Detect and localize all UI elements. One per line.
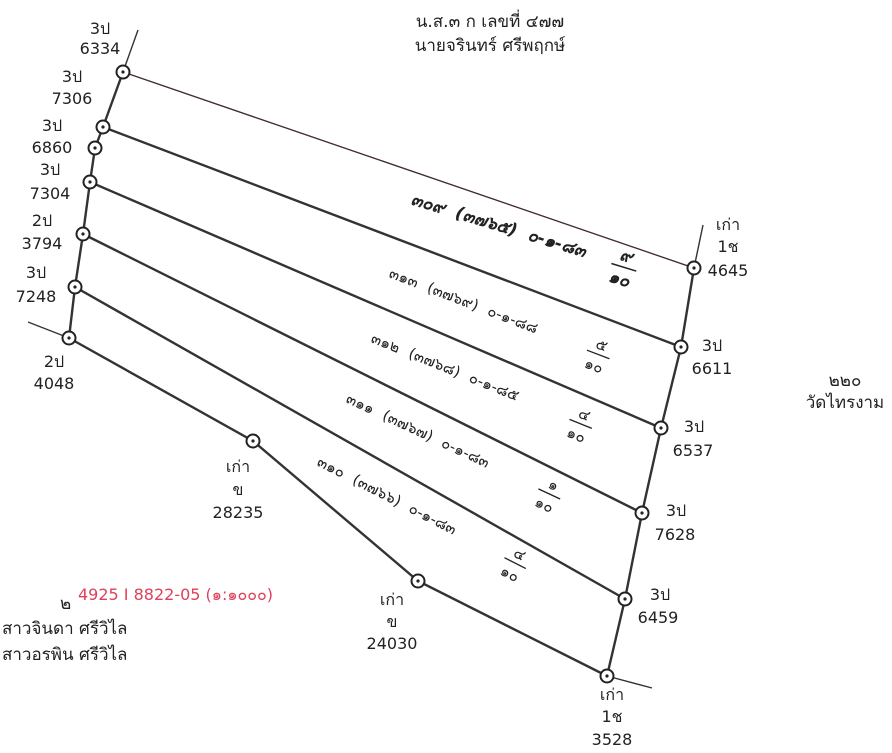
marker-7248 bbox=[67, 279, 83, 295]
marker-4645 bbox=[686, 260, 702, 276]
adjoining-owner-1: สาวจินดา ศรีวิไล bbox=[2, 618, 127, 639]
division-line-2 bbox=[89, 180, 662, 430]
svg-text:3ป: 3ป bbox=[684, 417, 704, 436]
marker-label-7248: 3ป 7248 bbox=[16, 263, 57, 306]
svg-text:ข: ข bbox=[387, 612, 398, 631]
svg-text:3ป: 3ป bbox=[40, 160, 60, 179]
svg-text:3ป: 3ป bbox=[650, 585, 670, 604]
neighbor-name: วัดไทรงาม bbox=[806, 392, 885, 413]
neighbor-code: ๒๒๐ bbox=[829, 371, 862, 391]
svg-text:3ป: 3ป bbox=[62, 67, 82, 86]
marker-label-28235: เก่า ข 28235 bbox=[213, 457, 264, 522]
svg-text:๙: ๙ bbox=[617, 245, 637, 269]
marker-7304 bbox=[82, 174, 98, 190]
svg-text:6334: 6334 bbox=[80, 39, 121, 58]
svg-text:6537: 6537 bbox=[673, 441, 714, 460]
marker-label-6334: 3ป 6334 bbox=[80, 19, 121, 58]
svg-text:4645: 4645 bbox=[708, 261, 749, 280]
marker-label-4645: เก่า 1ช 4645 bbox=[708, 215, 749, 280]
adjoining-owner-2: สาวอรพิน ศรีวิไล bbox=[2, 644, 127, 665]
svg-text:3ป: 3ป bbox=[42, 116, 62, 135]
svg-text:๑: ๑ bbox=[545, 475, 561, 495]
marker-6459 bbox=[617, 591, 633, 607]
marker-28235 bbox=[245, 433, 261, 449]
marker-label-6537: 3ป 6537 bbox=[673, 417, 714, 460]
marker-6860 bbox=[87, 140, 103, 156]
deed-number: น.ส.๓ ก เลขที่ ๔๗๗ bbox=[416, 9, 564, 32]
marker-3794 bbox=[75, 226, 91, 242]
division-line-4 bbox=[74, 285, 626, 601]
east-boundary bbox=[605, 267, 696, 677]
svg-text:1ช: 1ช bbox=[717, 237, 738, 256]
marker-4048 bbox=[61, 330, 77, 346]
svg-text:เก่า: เก่า bbox=[600, 685, 624, 704]
extension-line-s bbox=[606, 675, 653, 689]
marker-7628 bbox=[634, 505, 650, 521]
marker-label-6611: 3ป 6611 bbox=[692, 336, 733, 378]
svg-text:3ป: 3ป bbox=[702, 336, 722, 355]
marker-24030 bbox=[410, 573, 426, 589]
marker-6334 bbox=[115, 64, 131, 80]
marker-label-24030: เก่า ข 24030 bbox=[367, 590, 418, 653]
svg-text:3ป: 3ป bbox=[666, 501, 686, 520]
marker-7306 bbox=[95, 119, 111, 135]
sheet-prefix: ๒ bbox=[60, 594, 71, 614]
svg-text:2ป: 2ป bbox=[44, 352, 64, 371]
svg-text:3528: 3528 bbox=[592, 730, 633, 749]
south-boundary bbox=[68, 336, 608, 678]
svg-text:7306: 7306 bbox=[52, 89, 93, 108]
svg-text:เก่า: เก่า bbox=[226, 457, 250, 476]
svg-text:7628: 7628 bbox=[655, 525, 696, 544]
svg-text:๑๐: ๑๐ bbox=[582, 354, 606, 378]
svg-text:๕: ๕ bbox=[593, 335, 610, 356]
svg-text:3ป: 3ป bbox=[90, 19, 110, 38]
svg-text:๓๑๒ (๓๗๖๘) ๐-๑-๘๕: ๓๑๒ (๓๗๖๘) ๐-๑-๘๕ bbox=[369, 329, 522, 405]
svg-text:๔: ๔ bbox=[576, 404, 593, 425]
svg-text:เก่า: เก่า bbox=[380, 590, 404, 609]
svg-text:เก่า: เก่า bbox=[716, 215, 740, 234]
svg-text:4048: 4048 bbox=[34, 374, 75, 393]
marker-label-7304: 3ป 7304 bbox=[30, 160, 71, 203]
svg-text:7304: 7304 bbox=[30, 184, 71, 203]
svg-text:๓๑๓ (๓๗๖๙) ๐-๑-๘๘: ๓๑๓ (๓๗๖๙) ๐-๑-๘๘ bbox=[387, 264, 541, 337]
marker-label-3794: 2ป 3794 bbox=[22, 211, 63, 253]
svg-text:๑๐: ๑๐ bbox=[532, 493, 557, 517]
svg-text:28235: 28235 bbox=[213, 503, 264, 522]
marker-label-7628: 3ป 7628 bbox=[655, 501, 696, 544]
deed-owner: นายจรินทร์ ศรีพฤกษ์ bbox=[415, 36, 566, 56]
sheet-reference: 4925 I 8822-05 (๑:๑๐๐๐) bbox=[78, 585, 273, 604]
svg-text:2ป: 2ป bbox=[32, 211, 52, 230]
north-boundary bbox=[122, 71, 695, 269]
svg-text:3794: 3794 bbox=[22, 234, 63, 253]
svg-text:ข: ข bbox=[233, 480, 244, 499]
svg-text:๑๐: ๑๐ bbox=[564, 423, 588, 447]
svg-text:6459: 6459 bbox=[638, 608, 679, 627]
marker-label-7306: 3ป 7306 bbox=[52, 67, 93, 108]
svg-text:24030: 24030 bbox=[367, 634, 418, 653]
marker-label-6459: 3ป 6459 bbox=[638, 585, 679, 627]
svg-text:๑๐: ๑๐ bbox=[606, 267, 633, 292]
svg-text:7248: 7248 bbox=[16, 287, 57, 306]
svg-text:3ป: 3ป bbox=[26, 263, 46, 282]
marker-3528 bbox=[599, 668, 615, 684]
svg-text:1ช: 1ช bbox=[601, 707, 622, 726]
marker-6611 bbox=[673, 339, 689, 355]
svg-text:6860: 6860 bbox=[32, 138, 73, 157]
marker-6537 bbox=[653, 420, 669, 436]
marker-label-3528: เก่า 1ช 3528 bbox=[592, 685, 633, 749]
marker-label-6860: 3ป 6860 bbox=[32, 116, 73, 157]
svg-text:๓๑๐ (๓๗๖๖) ๐-๑-๘๓: ๓๑๐ (๓๗๖๖) ๐-๑-๘๓ bbox=[314, 453, 459, 539]
division-line-3 bbox=[82, 232, 643, 515]
marker-label-4048: 2ป 4048 bbox=[34, 352, 75, 393]
svg-text:6611: 6611 bbox=[692, 359, 733, 378]
division-line-1 bbox=[102, 125, 682, 349]
